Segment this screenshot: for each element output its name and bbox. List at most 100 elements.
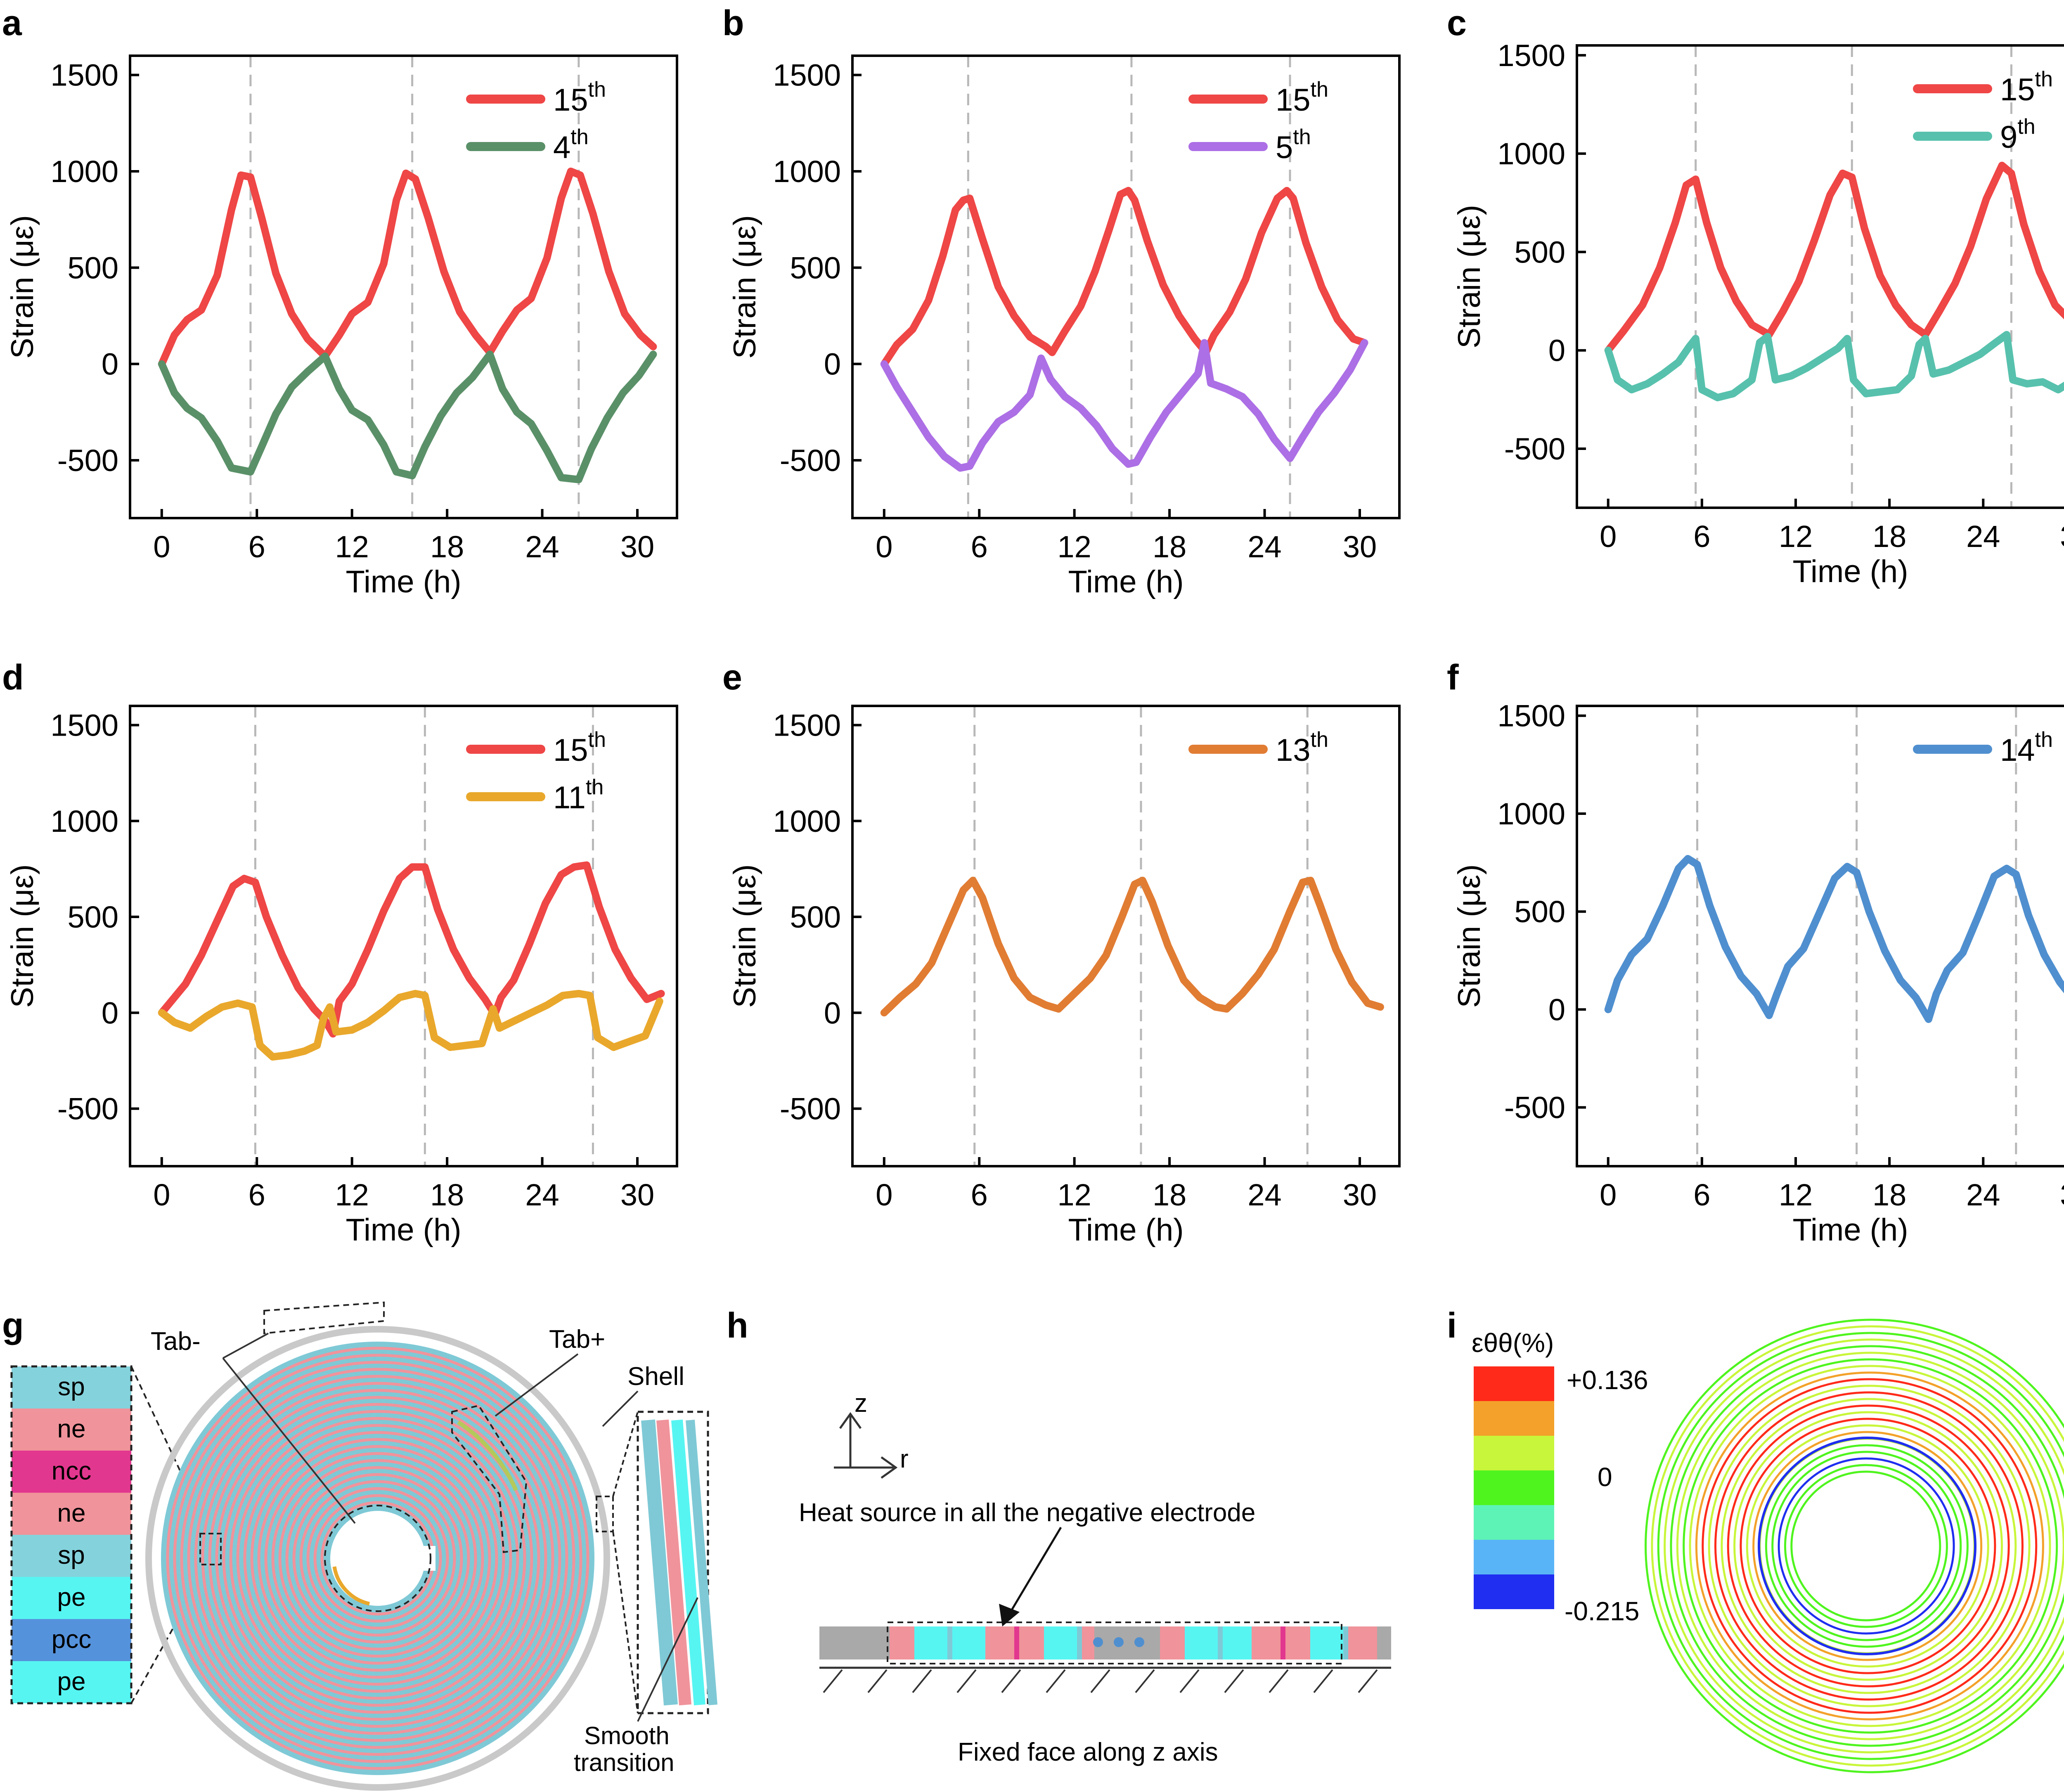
hatch-mark: [1179, 1669, 1200, 1693]
x-tick-label: 18: [430, 530, 464, 564]
tab-plus-leader: [495, 1353, 579, 1417]
electrode-winding: [292, 1473, 463, 1644]
electrode-winding: [278, 1459, 477, 1658]
electrode-winding: [264, 1445, 491, 1672]
tab-minus-label: Tab-: [151, 1327, 201, 1356]
x-tick-label: 0: [153, 1178, 170, 1212]
y-tick-label: 1000: [50, 804, 118, 838]
layer-label: pcc: [52, 1625, 91, 1654]
legend-label-suffix: th: [2017, 115, 2035, 139]
layer-pcc: [12, 1619, 131, 1661]
layer-label: sp: [58, 1541, 85, 1569]
core-box: [324, 1505, 431, 1612]
y-tick-label: 1500: [773, 708, 841, 742]
legend-label-number: 14: [2000, 733, 2035, 768]
legend-label-suffix: th: [586, 775, 604, 799]
x-tick-label: 12: [1058, 1178, 1091, 1212]
layer-label: pe: [57, 1667, 86, 1696]
electrode-winding: [299, 1480, 456, 1637]
hatch-mark: [867, 1669, 888, 1693]
legend-label-number: 15: [2000, 72, 2035, 107]
transition-band: [641, 1419, 678, 1706]
smooth-label: Smooth: [584, 1722, 670, 1749]
y-axis-label: Strain (με): [1452, 864, 1487, 1008]
electrode-strip: [1281, 1626, 1285, 1659]
colorbar-swatch: [1474, 1366, 1554, 1401]
series-line-13th: [880, 876, 1384, 1017]
panel-letter-c: c: [1447, 3, 1467, 43]
x-tick-label: 24: [1966, 519, 2000, 554]
y-tick-label: -500: [57, 1092, 118, 1126]
hatch-mark: [1313, 1669, 1333, 1693]
x-axis-label: Time (h): [346, 564, 461, 599]
electrode-strip: [1348, 1626, 1377, 1659]
x-tick-label: 18: [430, 1178, 464, 1212]
series-line-9th: [1604, 331, 2064, 402]
x-axis-label: Time (h): [1792, 554, 1908, 589]
colorbar-swatch: [1474, 1505, 1554, 1540]
legend-label-suffix: th: [2035, 67, 2053, 91]
layer-zoom-box: [199, 1533, 222, 1565]
transition-band: [671, 1419, 705, 1706]
strain-ring: [1702, 1378, 2038, 1714]
x-tick-label: 18: [1872, 519, 1906, 554]
x-tick-label: 18: [1153, 530, 1186, 564]
y-tick-label: 1500: [1497, 38, 1565, 73]
panel-h-model-diagram: h z r Heat source in all the negative el…: [727, 1306, 1391, 1766]
legend-label-number: 15: [1276, 83, 1311, 118]
y-tick-label: 500: [68, 900, 118, 934]
electrode-strip: [1044, 1626, 1077, 1659]
legend-label-number: 9: [2000, 120, 2017, 155]
legend-label-suffix: th: [588, 78, 606, 102]
y-tick-label: 0: [1548, 334, 1565, 368]
transition-zoom-box: [596, 1496, 614, 1532]
y-tick-label: -500: [1504, 1091, 1565, 1125]
strain-ring: [1708, 1385, 2031, 1707]
y-axis-label: Strain (με): [5, 864, 40, 1008]
legend-label: 13th: [1276, 728, 1328, 768]
electrode-strip: [1160, 1626, 1185, 1659]
colorbar-min: -0.215: [1565, 1596, 1639, 1626]
plot-frame: [1576, 44, 2064, 509]
chart-e: e 0 6 12 18 24 30 -500 0 500 1000 1500 Time (h) Strai…: [722, 658, 1401, 1248]
x-tick-label: 30: [2060, 519, 2064, 554]
y-tick-label: 0: [824, 996, 841, 1030]
electrode-winding: [166, 1347, 589, 1770]
electrode-winding: [180, 1361, 575, 1756]
series-line-14th: [1604, 855, 2064, 1023]
electrode-winding: [306, 1487, 449, 1630]
x-tick-label: 6: [1693, 519, 1710, 554]
chart-c: c 0 6 12 18 24 30 -500 0 500 1000 1500 Time (h) Strai…: [1447, 3, 2064, 589]
legend-label-suffix: th: [1293, 125, 1311, 149]
y-tick-label: 1000: [50, 154, 118, 189]
y-tick-label: 1500: [50, 708, 118, 742]
fixed-face-label: Fixed face along z axis: [958, 1738, 1218, 1766]
electrode-strip: [1185, 1626, 1218, 1659]
electrode-strip: [1014, 1626, 1019, 1659]
electrode-strip: [1218, 1626, 1223, 1659]
legend-label-number: 5: [1276, 130, 1293, 165]
tab-minus-box: [263, 1301, 385, 1335]
layer-label: ncc: [52, 1457, 91, 1485]
hatch-mark: [823, 1669, 843, 1693]
x-tick-label: 30: [2060, 1178, 2064, 1212]
tab-minus-leader: [222, 1357, 356, 1524]
x-tick-label: 0: [1600, 1178, 1617, 1212]
y-tick-label: 0: [102, 347, 118, 381]
layer-stack: sp ne ncc ne sp pe pcc pe: [10, 1365, 209, 1704]
y-tick-label: 0: [824, 347, 841, 381]
layer-sp: [12, 1535, 131, 1577]
layer-pe: [12, 1661, 131, 1703]
strain-ring: [1664, 1338, 2064, 1754]
panel-g-cell-diagram: g sp ne ncc ne sp pe pcc pe Tab- Tab+ Shell Smo…: [2, 1301, 717, 1791]
chart-f: f 0 6 12 18 24 30 -500 0 500 1000 1500 Time (h) Strai…: [1447, 658, 2064, 1248]
y-tick-label: 1000: [773, 804, 841, 838]
hatch-mark: [1269, 1669, 1289, 1693]
transition-band: [686, 1420, 717, 1705]
electrode-winding: [285, 1466, 470, 1651]
legend-label: 11th: [553, 775, 604, 815]
electrode-strip: [1223, 1626, 1252, 1659]
y-axis-label: Strain (με): [727, 864, 762, 1008]
strain-ring: [1790, 1470, 1941, 1622]
series-line-4th: [158, 350, 657, 483]
